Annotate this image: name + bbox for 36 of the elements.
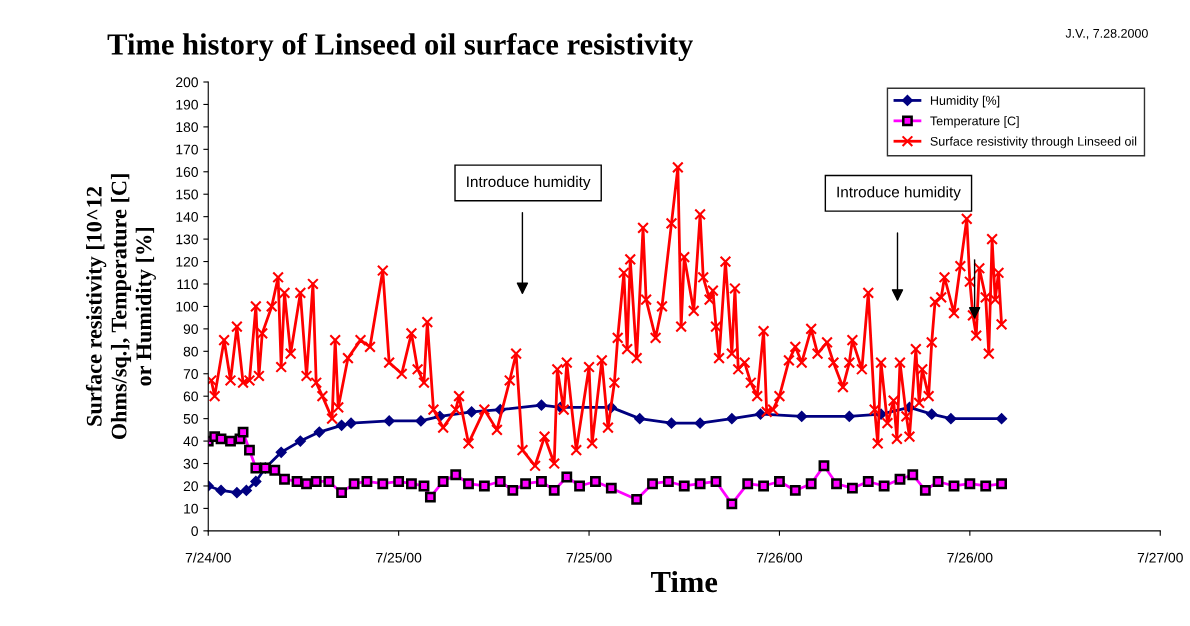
y-tick-label: 190 bbox=[176, 99, 198, 110]
y-tick-label: 130 bbox=[176, 234, 198, 245]
x-axis-title: Time bbox=[651, 570, 718, 593]
y-tick-label: 110 bbox=[177, 279, 198, 290]
annotation: Introduce humidity bbox=[467, 175, 591, 191]
y-tick-label: 0 bbox=[191, 526, 198, 537]
x-tick-label: 7/26/00 bbox=[756, 552, 803, 563]
x-tick-label: 7/24/00 bbox=[185, 552, 231, 563]
y-tick-label: 100 bbox=[176, 301, 198, 312]
x-tick-label: 7/27/00 bbox=[1137, 552, 1183, 563]
y-tick-label: 10 bbox=[184, 503, 198, 514]
y-tick-label: 120 bbox=[176, 256, 198, 267]
x-tick-label: 7/26/00 bbox=[947, 552, 993, 563]
y-tick-label: 200 bbox=[176, 77, 198, 88]
y-tick-label: 70 bbox=[183, 369, 198, 379]
y-tick-label: 160 bbox=[176, 167, 198, 177]
annotation: Introduce humidity bbox=[837, 186, 961, 201]
legend-label: Temperature [C] bbox=[930, 116, 1019, 128]
y-tick-label: 90 bbox=[183, 324, 198, 335]
legend-label: Surface resistivity through Linseed oil bbox=[930, 136, 1137, 149]
y-tick-label: 180 bbox=[176, 122, 198, 133]
y-tick-label: 50 bbox=[183, 413, 198, 424]
y-tick-label: 60 bbox=[183, 391, 198, 402]
y-tick-label: 40 bbox=[183, 436, 198, 447]
y-axis-title: Surface resistivity [10^12 Ohms/sq.], Temperature [C] or Humidity [%] bbox=[85, 174, 156, 440]
x-tick-label: 7/25/00 bbox=[376, 552, 422, 563]
y-tick-label: 140 bbox=[176, 211, 198, 222]
chart-title: Time history of Linseed oil surface resistivity bbox=[107, 32, 693, 61]
y-tick-label: 20 bbox=[183, 481, 198, 492]
y-tick-label: 150 bbox=[176, 189, 198, 200]
y-tick-label: 170 bbox=[176, 144, 198, 155]
text: J.V., 7.28.2000 bbox=[1065, 28, 1148, 40]
y-tick-label: 30 bbox=[183, 458, 198, 469]
legend-label: Humidity [%] bbox=[930, 95, 1000, 108]
x-tick-label: 7/25/00 bbox=[566, 552, 612, 563]
y-tick-label: 80 bbox=[183, 346, 198, 357]
